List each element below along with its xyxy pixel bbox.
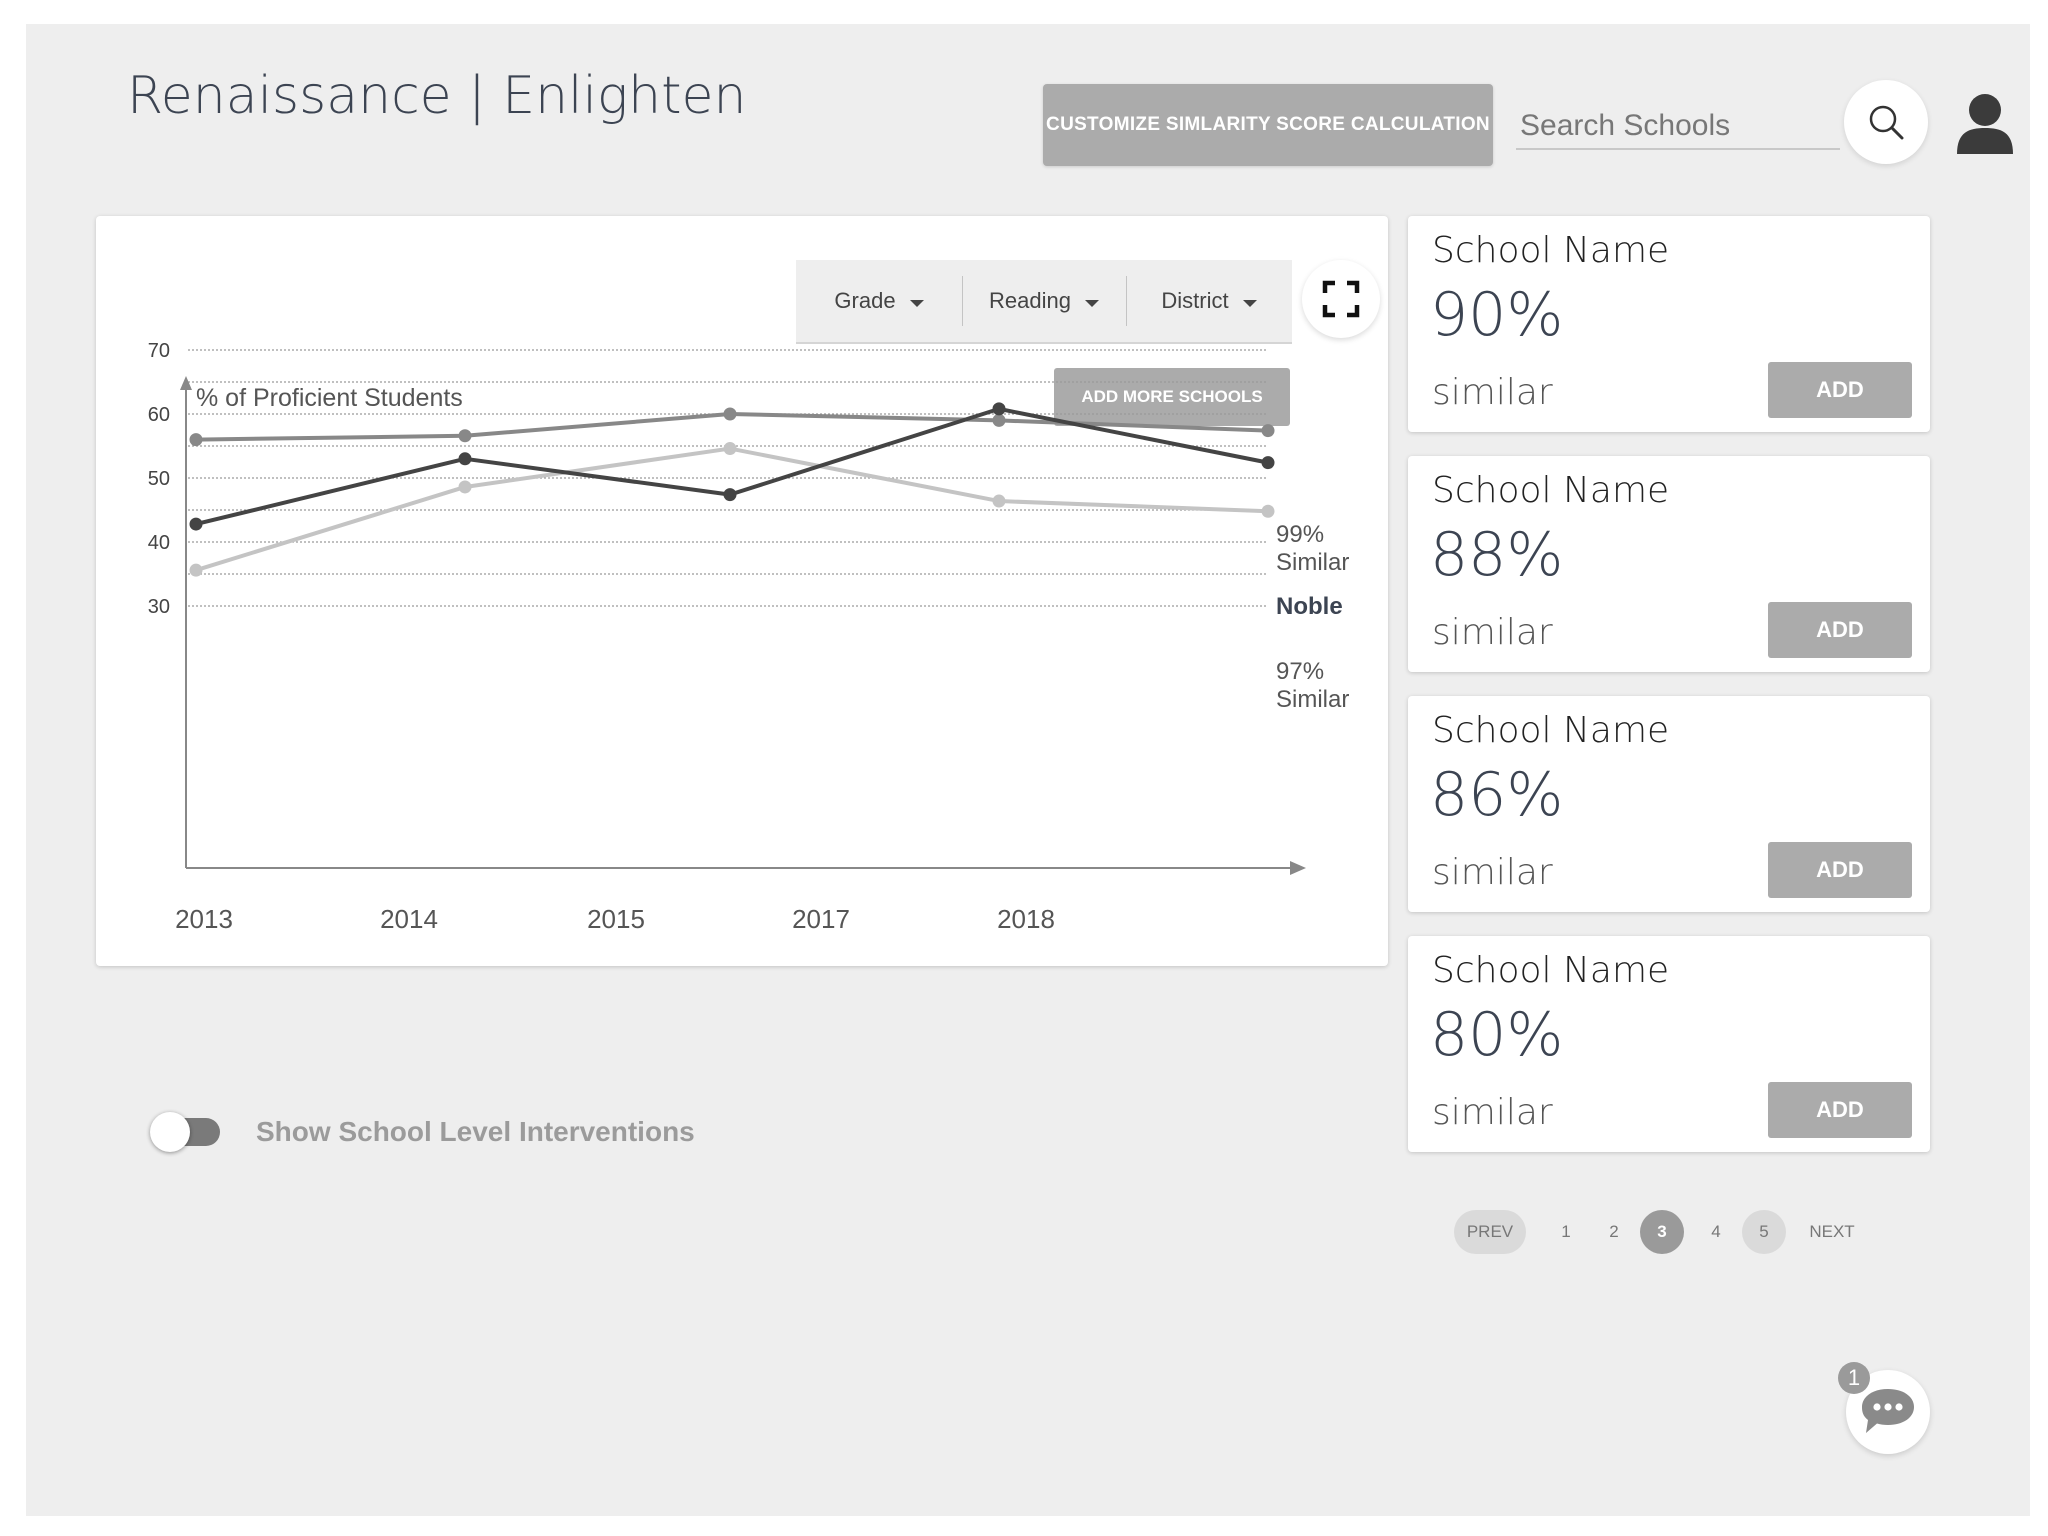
- y-tick-label: 40: [148, 532, 170, 554]
- school-name: School Name: [1432, 710, 1670, 751]
- series-line: [195, 446, 1269, 573]
- page-5-button[interactable]: 5: [1742, 1210, 1786, 1254]
- chat-notification-badge: 1: [1838, 1362, 1870, 1394]
- series-end-label: Similar: [1276, 549, 1349, 576]
- user-avatar-icon[interactable]: [1955, 92, 2015, 154]
- series-end-label: Noble: [1276, 593, 1343, 620]
- similar-label: similar: [1432, 612, 1553, 653]
- school-card: School Name 80% similar ADD: [1408, 936, 1930, 1152]
- add-school-button[interactable]: ADD: [1768, 1082, 1912, 1138]
- district-dropdown-label: District: [1161, 288, 1229, 313]
- line-chart: % of Proficient Students 70 60 50 40 30 2013…: [148, 340, 1350, 934]
- page-4-button[interactable]: 4: [1711, 1222, 1721, 1241]
- x-tick-label: 2018: [997, 904, 1055, 934]
- similarity-score: 80%: [1430, 1000, 1564, 1070]
- grade-dropdown-label: Grade: [834, 288, 896, 313]
- next-page-button[interactable]: NEXT: [1809, 1222, 1855, 1241]
- y-axis-title: % of Proficient Students: [196, 384, 463, 412]
- x-tick-label: 2013: [175, 904, 233, 934]
- similar-label: similar: [1432, 372, 1553, 413]
- data-point: [992, 413, 1006, 427]
- similarity-score: 86%: [1430, 760, 1564, 830]
- filter-divider: [962, 276, 963, 326]
- data-point: [1261, 456, 1275, 470]
- series-end-label: 99%: [1276, 521, 1324, 548]
- data-point: [992, 402, 1006, 416]
- data-point: [189, 433, 203, 447]
- x-tick-label: 2015: [587, 904, 645, 934]
- y-tick-label: 50: [148, 468, 170, 490]
- filter-divider: [1126, 276, 1127, 326]
- interventions-toggle[interactable]: [150, 1112, 222, 1152]
- chat-button[interactable]: [1846, 1370, 1930, 1454]
- y-tick-label: 30: [148, 596, 170, 618]
- add-school-button[interactable]: ADD: [1768, 842, 1912, 898]
- add-more-schools-button[interactable]: ADD MORE SCHOOLS: [1054, 368, 1290, 426]
- data-point: [1261, 504, 1275, 518]
- page-1-button[interactable]: 1: [1561, 1222, 1571, 1241]
- similarity-score: 90%: [1430, 280, 1564, 350]
- school-name: School Name: [1432, 950, 1670, 991]
- y-tick-labels: 70 60 50 40 30: [148, 340, 170, 618]
- y-tick-label: 60: [148, 404, 170, 426]
- chevron-down-icon: [1242, 299, 1257, 307]
- fullscreen-button[interactable]: [1302, 260, 1380, 338]
- data-point: [189, 563, 203, 577]
- data-point: [1261, 424, 1275, 438]
- chevron-down-icon: [1084, 299, 1099, 307]
- app-title: Renaissance | Enlighten: [127, 66, 747, 126]
- chat-icon: [1862, 1389, 1914, 1433]
- similar-label: similar: [1432, 1092, 1553, 1133]
- expand-icon: [1322, 280, 1360, 318]
- page-2-button[interactable]: 2: [1609, 1222, 1619, 1241]
- x-tick-label: 2017: [792, 904, 850, 934]
- district-dropdown[interactable]: District: [1126, 260, 1292, 342]
- data-point: [992, 494, 1006, 508]
- school-name: School Name: [1432, 230, 1670, 271]
- grade-dropdown[interactable]: Grade: [796, 260, 962, 342]
- school-name: School Name: [1432, 470, 1670, 511]
- series-end-label: Similar: [1276, 686, 1349, 713]
- reading-dropdown[interactable]: Reading: [962, 260, 1126, 342]
- series-end-label: 97%: [1276, 658, 1324, 685]
- customize-similarity-button[interactable]: CUSTOMIZE SIMLARITY SCORE CALCULATION: [1043, 84, 1493, 166]
- reading-dropdown-label: Reading: [989, 288, 1071, 313]
- x-tick-labels: 2013 2014 2015 2017 2018: [175, 904, 1055, 934]
- x-tick-label: 2014: [380, 904, 438, 934]
- page-3-button[interactable]: 3: [1640, 1210, 1684, 1254]
- toggle-knob: [150, 1112, 190, 1152]
- interventions-toggle-label: Show School Level Interventions: [256, 1116, 695, 1147]
- y-tick-label: 70: [148, 340, 170, 362]
- y-axis-arrow: [180, 376, 192, 390]
- search-icon: [1869, 105, 1904, 140]
- chart-gridlines: [188, 349, 1268, 607]
- data-point: [458, 452, 472, 466]
- data-point: [723, 407, 737, 421]
- search-button[interactable]: [1844, 80, 1928, 164]
- school-card: School Name 90% similar ADD: [1408, 216, 1930, 432]
- data-point: [458, 480, 472, 494]
- add-school-button[interactable]: ADD: [1768, 602, 1912, 658]
- chevron-down-icon: [909, 299, 924, 307]
- school-card: School Name 86% similar ADD: [1408, 696, 1930, 912]
- x-axis-arrow: [1290, 861, 1306, 875]
- prev-page-button[interactable]: PREV: [1454, 1210, 1526, 1254]
- data-point: [723, 442, 737, 456]
- data-point: [458, 429, 472, 443]
- chart-series: [189, 402, 1275, 577]
- chart-axes: [180, 376, 1306, 875]
- add-school-button[interactable]: ADD: [1768, 362, 1912, 418]
- data-point: [189, 517, 203, 531]
- similarity-score: 88%: [1430, 520, 1564, 590]
- school-card: School Name 88% similar ADD: [1408, 456, 1930, 672]
- search-input[interactable]: [1516, 104, 1840, 150]
- similar-label: similar: [1432, 852, 1553, 893]
- data-point: [723, 488, 737, 502]
- filter-bar: Grade Reading District: [796, 260, 1292, 344]
